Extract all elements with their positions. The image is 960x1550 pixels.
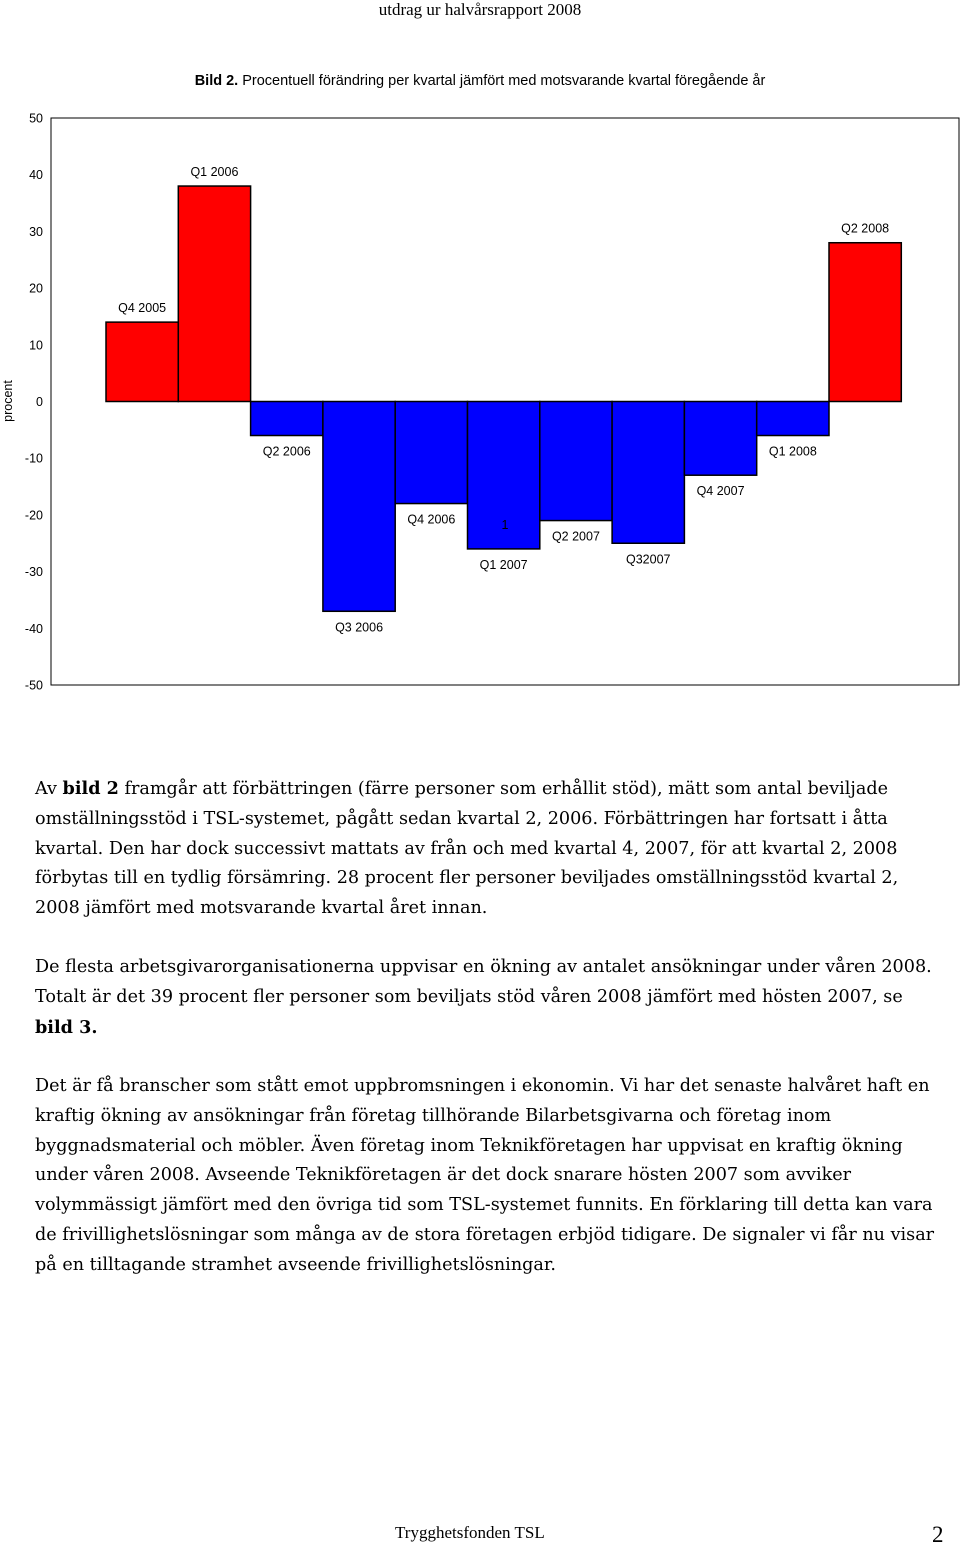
page-number: 2 (932, 1522, 944, 1547)
bar-data-label: Q2 2008 (841, 222, 889, 236)
p3-text: Det är få branscher som stått emot uppbr… (35, 1076, 935, 1275)
p2-text: De flesta arbetsgivarorganisationerna up… (35, 957, 932, 1007)
y-tick-label: 30 (29, 225, 43, 239)
y-axis-ticks: 50 40 30 20 10 0 -10 -20 -30 -40 -50 (25, 112, 43, 693)
paragraph-2: De flesta arbetsgivarorganisationerna up… (35, 953, 940, 1043)
bar (105, 321, 180, 403)
y-tick-label: -30 (25, 565, 43, 579)
bar-labels: Q4 2005 Q1 2006 Q2 2006 Q3 2006 Q4 2006 Q1 20… (118, 165, 889, 634)
bar (177, 185, 252, 403)
bar (755, 400, 830, 437)
bar (322, 400, 396, 613)
running-header: utdrag ur halvårsrapport 2008 (378, 0, 582, 19)
bar-data-label: Q3 2006 (335, 620, 383, 634)
figure-caption-text: Procentuell förändring per kvartal jämfö… (238, 73, 766, 89)
footer-org: Trygghetsfonden TSL (395, 1523, 545, 1542)
y-tick-label: -10 (25, 452, 43, 466)
figure-label: Bild 2. (194, 73, 239, 89)
bar-data-label: Q4 2007 (697, 484, 745, 498)
bar-data-label: Q1 2007 (480, 558, 528, 572)
y-tick-label: 50 (29, 112, 43, 126)
y-tick-label: -40 (25, 622, 43, 636)
p1-text-start: Av (35, 779, 63, 799)
bar (611, 400, 686, 544)
p2-figure-ref: bild 3. (35, 1016, 98, 1038)
bar-data-label: Q32007 (626, 552, 671, 566)
bars (105, 185, 903, 613)
p1-text-rest: framgår att förbättringen (färre persone… (35, 779, 899, 919)
bar-chart: procent 50 40 30 20 10 0 -10 -20 -30 -40 -50 Q4 20… (1, 112, 960, 693)
x-tick-label: 1 (502, 518, 509, 532)
bar-data-label: Q2 2006 (263, 445, 311, 459)
y-tick-label: -50 (25, 679, 43, 693)
bar-data-label: Q2 2007 (552, 530, 600, 544)
bar (249, 400, 324, 437)
y-tick-label: 40 (29, 168, 43, 182)
bar (828, 241, 903, 403)
bar-data-label: Q4 2005 (118, 301, 166, 315)
bar (683, 400, 758, 476)
paragraph-3: Det är få branscher som stått emot uppbr… (35, 1072, 940, 1281)
p1-figure-ref: bild 2 (62, 778, 119, 799)
y-tick-label: 0 (36, 395, 43, 409)
bar (539, 400, 613, 522)
bar (466, 400, 541, 550)
bar-data-label: Q1 2008 (769, 445, 817, 459)
figure-caption: Bild 2. Procentuell förändring per kvart… (0, 72, 960, 90)
paragraph-1: Av bild 2 framgår att förbättringen (fär… (35, 774, 940, 924)
y-tick-label: 10 (29, 338, 43, 352)
bar-data-label: Q4 2006 (407, 513, 455, 527)
bar (394, 400, 469, 505)
plot-area (50, 117, 960, 686)
bar-data-label: Q1 2006 (190, 165, 238, 179)
y-axis-label: procent (1, 380, 15, 422)
y-tick-label: -20 (25, 508, 43, 522)
y-tick-label: 20 (29, 282, 43, 296)
